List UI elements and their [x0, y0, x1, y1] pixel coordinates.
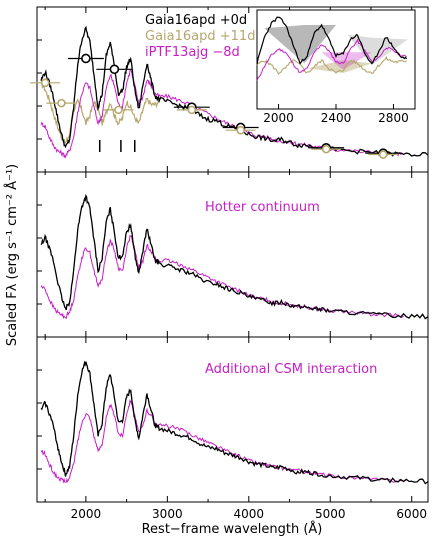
annotation-csm-interaction: Additional CSM interaction [205, 362, 377, 377]
photometry-point-late [236, 125, 245, 135]
x-tick-label: 6000 [396, 507, 427, 521]
panel-bottom-frame [36, 336, 429, 503]
x-tick-label: 4000 [234, 507, 265, 521]
photometry-point-late [378, 150, 388, 159]
x-axis-title: Rest−frame wavelength (Å) [142, 521, 323, 537]
inset-series-iptf [256, 38, 407, 81]
x-tick-label: 5000 [315, 507, 346, 521]
series-gaia0-panel-0 [40, 25, 429, 157]
series-gaia0-panel-2 [40, 360, 429, 485]
inset-series-gaia11 [256, 55, 407, 75]
inset-x-tick-label: 2000 [263, 111, 294, 125]
legend-gaia0: Gaia16apd +0d [145, 13, 247, 28]
series-gaia11-panel-0 [40, 80, 160, 145]
photometry-point-late [40, 78, 50, 88]
inset-series-gaia0 [256, 16, 408, 65]
inset-fill-gaia0 [264, 25, 336, 64]
inset-fill-iptf [321, 52, 372, 70]
x-tick-label: 2000 [71, 507, 102, 521]
annotation-hotter-continuum: Hotter continuum [205, 200, 320, 215]
y-axis-title: Scaled Fλ (erg s⁻¹ cm⁻² Å⁻¹) [4, 164, 20, 346]
inset-x-tick-label: 2800 [378, 111, 409, 125]
x-tick-label: 3000 [152, 507, 183, 521]
photometry-point-late [321, 144, 331, 154]
inset-fill-gaia0-b [347, 34, 408, 65]
photometry-point-late [114, 105, 123, 115]
photometry-point [109, 64, 120, 75]
legend-iptf: iPTF13ajg −8d [145, 45, 240, 60]
photometry-point-late [187, 105, 197, 115]
inset-layer: 2000 2400 2800 [256, 16, 409, 125]
photometry-point-late [57, 98, 66, 108]
series-layer [30, 25, 429, 485]
ticks-layer: 2000 3000 4000 5000 6000 [37, 7, 427, 521]
inset-x-tick-label: 2400 [321, 111, 352, 125]
series-gaia0-panel-1 [40, 193, 429, 320]
photometry-point [81, 53, 91, 64]
legend-gaia11: Gaia16apd +11d [145, 29, 255, 44]
